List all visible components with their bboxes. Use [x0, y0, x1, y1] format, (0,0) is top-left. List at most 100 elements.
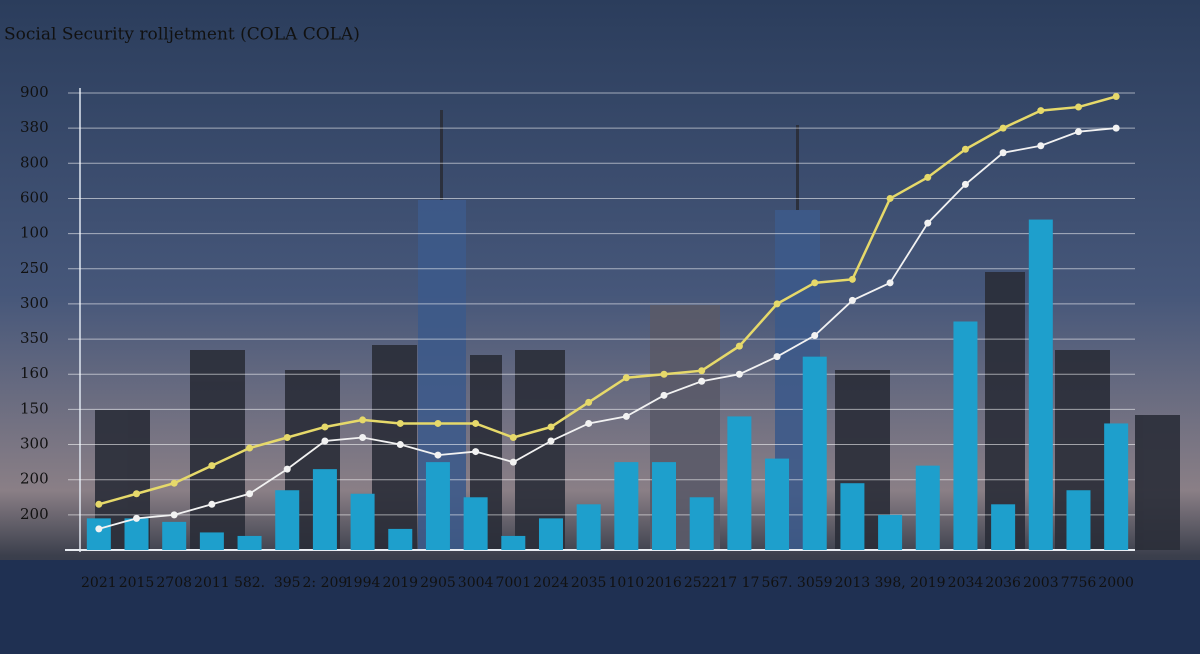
line-point	[660, 391, 668, 399]
x-tick-label: 2013	[835, 575, 871, 591]
x-tick-label: 2019	[382, 575, 418, 591]
line-point	[848, 296, 856, 304]
line-point	[999, 149, 1007, 157]
bar	[840, 483, 865, 550]
x-tick-label: 2035	[571, 575, 607, 591]
bar	[991, 504, 1016, 550]
line	[98, 95, 1117, 506]
line-point	[811, 279, 819, 287]
y-tick-label: 800	[20, 153, 49, 171]
x-tick-label: 398,	[875, 575, 906, 591]
y-tick-label: 160	[20, 364, 49, 382]
line-point	[246, 490, 254, 498]
chart-title: Social Security rolljetment (COLA COLA)	[4, 25, 360, 45]
line-point	[170, 479, 178, 487]
y-tick-label: 200	[20, 505, 49, 523]
y-tick-label: 250	[20, 259, 49, 277]
x-tick-label: 17 17	[719, 575, 759, 591]
line-point	[924, 219, 932, 227]
line-point	[848, 275, 856, 283]
line-point	[773, 353, 781, 361]
y-tick-label: 600	[20, 188, 49, 206]
line-point	[547, 423, 555, 431]
x-tick-label: 3004	[458, 575, 494, 591]
line-point	[961, 180, 969, 188]
line-point	[585, 419, 593, 427]
line-point	[472, 419, 480, 427]
x-tick-label: 2015	[119, 575, 155, 591]
line-point	[773, 300, 781, 308]
line-point	[698, 367, 706, 375]
line-point	[622, 412, 630, 420]
line-point	[359, 434, 367, 442]
bar	[765, 458, 790, 550]
x-tick-label: 1010	[609, 575, 645, 591]
bar	[802, 356, 827, 550]
line-point	[811, 332, 819, 340]
line-point	[133, 514, 141, 522]
line-point	[698, 377, 706, 385]
line-point	[1037, 107, 1045, 115]
line-point	[246, 444, 254, 452]
line-point	[133, 490, 141, 498]
bar	[312, 469, 337, 550]
y-tick-label: 900	[20, 83, 49, 101]
bar	[463, 497, 488, 550]
bar	[501, 535, 526, 550]
x-tick-label: 7001	[495, 575, 531, 591]
line-point	[321, 423, 329, 431]
bar	[388, 528, 413, 550]
x-tick-label: 567.	[761, 575, 792, 591]
x-tick-label: 395	[274, 575, 301, 591]
line-point	[396, 441, 404, 449]
bar	[275, 490, 300, 550]
line-point	[886, 194, 894, 202]
line	[98, 127, 1117, 530]
line-point	[321, 437, 329, 445]
line-point	[208, 462, 216, 470]
line-point	[472, 448, 480, 456]
line-point	[170, 511, 178, 519]
bar	[878, 514, 903, 550]
x-tick-label: 1994	[345, 575, 381, 591]
x-tick-label: 2905	[420, 575, 456, 591]
bar	[652, 462, 677, 550]
x-tick-label: 2034	[948, 575, 984, 591]
x-tick-label: 2016	[646, 575, 682, 591]
x-tick-label: 582.	[234, 575, 265, 591]
bar	[237, 535, 262, 550]
line-point	[283, 465, 291, 473]
y-tick-label: 300	[20, 294, 49, 312]
line-point	[283, 434, 291, 442]
water	[0, 560, 1200, 654]
bar	[576, 504, 601, 550]
line-point	[622, 374, 630, 382]
bar	[915, 465, 940, 550]
line-point	[509, 458, 517, 466]
line-point	[208, 500, 216, 508]
x-tick-label: 2011	[194, 575, 230, 591]
bar	[124, 518, 149, 550]
bar	[162, 521, 187, 550]
x-tick-label: 2024	[533, 575, 569, 591]
y-tick-label: 100	[20, 224, 49, 242]
x-tick-label: 7756	[1061, 575, 1097, 591]
bar	[425, 462, 450, 550]
y-tick-label: 350	[20, 329, 49, 347]
line-point	[434, 451, 442, 459]
y-tick-label: 150	[20, 399, 49, 417]
line-point	[660, 370, 668, 378]
line-point	[1074, 103, 1082, 111]
x-tick-label: 2522	[684, 575, 720, 591]
x-tick-label: 2003	[1023, 575, 1059, 591]
line-point	[1112, 124, 1120, 132]
y-tick-label: 380	[20, 118, 49, 136]
x-tick-label: 2036	[985, 575, 1021, 591]
line-point	[1037, 142, 1045, 150]
x-tick-label: 2000	[1098, 575, 1134, 591]
line-point	[509, 434, 517, 442]
line-point	[585, 398, 593, 406]
line-point	[359, 416, 367, 424]
line-point	[886, 279, 894, 287]
bar	[727, 416, 752, 550]
